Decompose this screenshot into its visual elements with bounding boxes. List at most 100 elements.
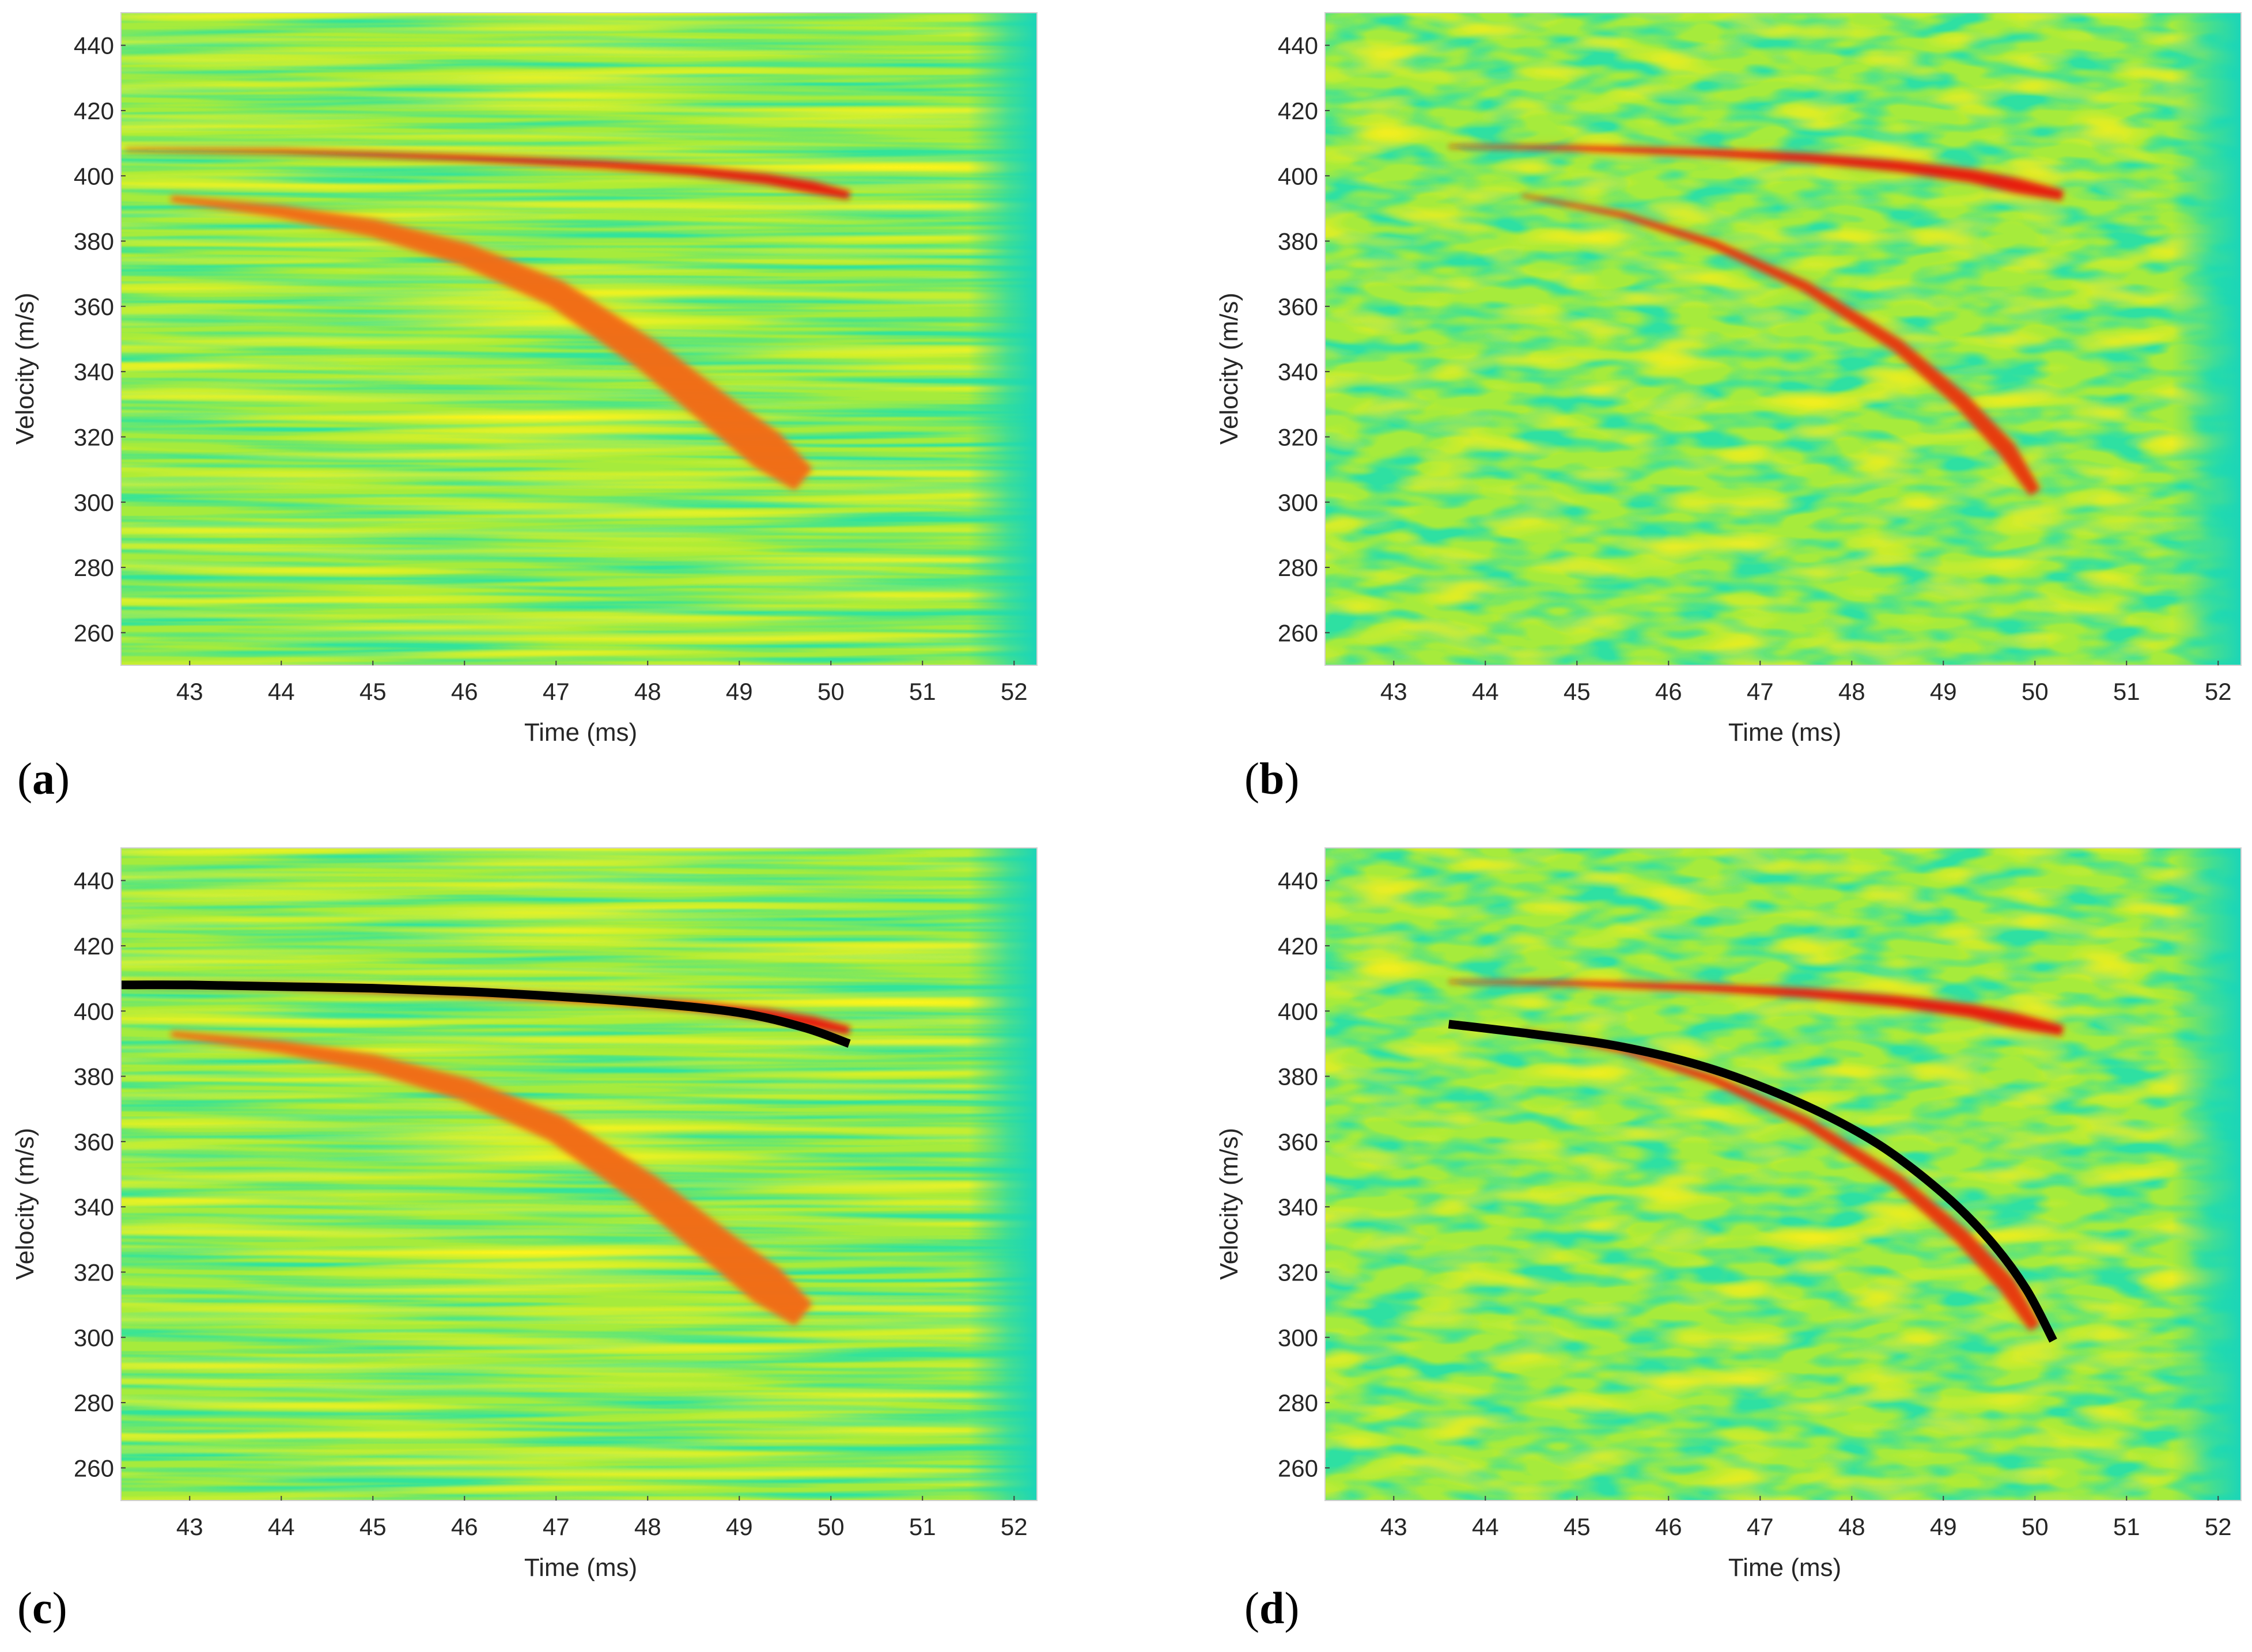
heatmap-area (1324, 847, 2242, 1501)
y-tick-label: 280 (1278, 554, 1318, 581)
y-tick-label: 340 (1278, 358, 1318, 385)
trace-1 (1448, 145, 2064, 200)
x-tick-label: 45 (359, 678, 387, 705)
heatmap-content (1325, 848, 2241, 1501)
y-tick-label: 440 (74, 32, 114, 59)
x-tick-label: 49 (1930, 1513, 1957, 1540)
trace-2 (171, 196, 812, 490)
x-axis-title: Time (ms) (1728, 718, 1841, 747)
x-axis: 43 44 45 46 47 48 49 50 51 52 (1380, 1496, 2232, 1540)
x-tick-label: 52 (2205, 1513, 2232, 1540)
y-tick-label: 380 (1278, 228, 1318, 255)
x-tick-label: 50 (817, 1513, 845, 1540)
x-tick-label: 50 (817, 678, 845, 705)
y-tick-label: 300 (74, 489, 114, 516)
y-tick-label: 400 (1278, 162, 1318, 190)
y-tick-label: 440 (1278, 867, 1318, 895)
x-axis: 43 44 45 46 47 48 49 50 51 52 (1380, 661, 2232, 705)
x-tick-label: 48 (1838, 1513, 1865, 1540)
heatmap-noise-yellow (1325, 848, 2241, 1501)
x-tick-label: 49 (726, 1513, 753, 1540)
y-tick-label: 440 (74, 867, 114, 895)
x-tick-label: 49 (726, 678, 753, 705)
y-tick-label: 420 (74, 97, 114, 124)
heatmap-area (120, 847, 1038, 1501)
x-tick-label: 43 (1380, 1513, 1407, 1540)
heatmap-edge-strip (968, 848, 1037, 1501)
x-tick-label: 47 (543, 1513, 570, 1540)
y-tick-label: 360 (1278, 1128, 1318, 1155)
x-tick-label: 45 (1564, 1513, 1591, 1540)
x-tick-label: 52 (1001, 1513, 1028, 1540)
x-tick-label: 45 (359, 1513, 387, 1540)
x-tick-label: 44 (268, 1513, 295, 1540)
y-tick-label: 260 (74, 1454, 114, 1482)
plot-frame (120, 847, 1038, 1501)
x-tick-label: 45 (1564, 678, 1591, 705)
x-tick-label: 43 (176, 678, 203, 705)
heatmap-content (121, 848, 1037, 1501)
y-tick-label: 380 (74, 228, 114, 255)
y-axis: 260 280 300 320 340 360 380 400 420 440 (74, 32, 126, 646)
x-tick-label: 50 (2022, 678, 2049, 705)
y-tick-label: 380 (74, 1063, 114, 1090)
panel-label: (b) (1244, 753, 1299, 804)
y-tick-label: 320 (74, 1259, 114, 1286)
panel-letter: c (32, 1583, 52, 1633)
heatmap-noise-yellow (1325, 13, 2241, 665)
y-tick-label: 400 (1278, 998, 1318, 1025)
y-tick-label: 420 (1278, 97, 1318, 124)
y-tick-label: 320 (74, 423, 114, 450)
panel-letter: b (1259, 753, 1284, 804)
x-tick-label: 47 (543, 678, 570, 705)
y-tick-label: 320 (1278, 423, 1318, 450)
x-axis-title: Time (ms) (524, 1554, 637, 1582)
y-axis: 260 280 300 320 340 360 380 400 420 440 (1278, 32, 1330, 646)
y-tick-label: 280 (74, 554, 114, 581)
x-tick-label: 47 (1747, 678, 1774, 705)
heatmap-edge-strip (2172, 848, 2241, 1501)
x-axis: 43 44 45 46 47 48 49 50 51 52 (176, 1496, 1028, 1540)
x-tick-label: 43 (176, 1513, 203, 1540)
y-tick-label: 260 (74, 619, 114, 646)
heatmap-area (1324, 12, 2242, 666)
y-axis-title: Velocity (m/s) (11, 1128, 39, 1280)
x-tick-label: 47 (1747, 1513, 1774, 1540)
y-tick-label: 340 (1278, 1193, 1318, 1221)
y-tick-label: 340 (74, 358, 114, 385)
y-axis-title: Velocity (m/s) (11, 293, 39, 445)
x-tick-label: 51 (909, 1513, 936, 1540)
heatmap-area (120, 12, 1038, 666)
y-tick-label: 260 (1278, 1454, 1318, 1482)
y-axis: 260 280 300 320 340 360 380 400 420 440 (74, 867, 126, 1482)
y-tick-label: 300 (1278, 1324, 1318, 1351)
x-tick-label: 44 (1472, 1513, 1499, 1540)
heatmap-content (1325, 13, 2241, 665)
overlay-curve (1448, 1020, 2057, 1343)
x-tick-label: 49 (1930, 678, 1957, 705)
heatmap-edge-strip (968, 13, 1037, 665)
plot-frame (120, 12, 1038, 666)
y-tick-label: 340 (74, 1193, 114, 1221)
x-tick-label: 44 (268, 678, 295, 705)
x-tick-label: 50 (2022, 1513, 2049, 1540)
trace-1 (1448, 980, 2064, 1036)
x-tick-label: 44 (1472, 678, 1499, 705)
overlay-curve (121, 980, 851, 1048)
x-tick-label: 48 (1838, 678, 1865, 705)
y-axis: 260 280 300 320 340 360 380 400 420 440 (1278, 867, 1330, 1482)
plot-frame (1324, 847, 2242, 1501)
y-tick-label: 280 (74, 1389, 114, 1416)
panel-letter: d (1259, 1583, 1284, 1633)
x-axis-title: Time (ms) (1728, 1554, 1841, 1582)
x-tick-label: 52 (1001, 678, 1028, 705)
panel-label: (d) (1244, 1583, 1299, 1633)
x-tick-label: 48 (634, 1513, 661, 1540)
x-axis-title: Time (ms) (524, 718, 637, 747)
y-tick-label: 300 (74, 1324, 114, 1351)
